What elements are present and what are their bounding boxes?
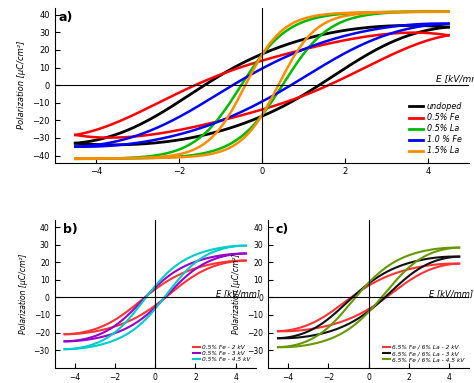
Text: c): c) <box>276 223 289 236</box>
Legend: 6.5% Fe / 6% La - 2 kV, 6.5% Fe / 6% La - 3 kV, 6.5% Fe / 6% La - 4.5 kV: 6.5% Fe / 6% La - 2 kV, 6.5% Fe / 6% La … <box>381 342 466 365</box>
Y-axis label: Polarization [μC/cm²]: Polarization [μC/cm²] <box>232 254 241 334</box>
Text: E [kV/mm]: E [kV/mm] <box>436 74 474 83</box>
Y-axis label: Polarization [μC/cm²]: Polarization [μC/cm²] <box>18 41 27 129</box>
Y-axis label: Polarization [μC/cm²]: Polarization [μC/cm²] <box>19 254 28 334</box>
Legend: undoped, 0.5% Fe, 0.5% La, 1.0 % Fe, 1.5% La: undoped, 0.5% Fe, 0.5% La, 1.0 % Fe, 1.5… <box>406 99 465 159</box>
Text: b): b) <box>63 223 77 236</box>
Text: a): a) <box>59 11 73 24</box>
Text: E [kV/mm]: E [kV/mm] <box>429 289 473 298</box>
Legend: 0.5% Fe - 2 kV, 0.5% Fe - 3 kV, 0.5% Fe - 4.5 kV: 0.5% Fe - 2 kV, 0.5% Fe - 3 kV, 0.5% Fe … <box>191 342 253 365</box>
Text: E [kV/mm]: E [kV/mm] <box>216 289 260 298</box>
